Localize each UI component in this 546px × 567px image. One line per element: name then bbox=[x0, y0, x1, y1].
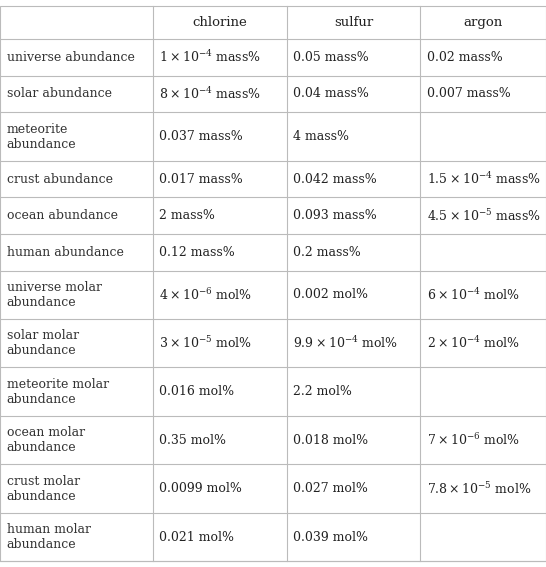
Text: 2.2 mol%: 2.2 mol% bbox=[293, 385, 352, 398]
Text: solar abundance: solar abundance bbox=[7, 87, 111, 100]
Text: 0.021 mol%: 0.021 mol% bbox=[159, 531, 234, 544]
Text: 4 mass%: 4 mass% bbox=[293, 130, 349, 143]
Text: 0.042 mass%: 0.042 mass% bbox=[293, 172, 377, 185]
Text: $2\times10^{-4}$ mol%: $2\times10^{-4}$ mol% bbox=[427, 335, 520, 351]
Text: $3\times10^{-5}$ mol%: $3\times10^{-5}$ mol% bbox=[159, 335, 252, 351]
Text: $7\times10^{-6}$ mol%: $7\times10^{-6}$ mol% bbox=[427, 432, 520, 448]
Text: 0.018 mol%: 0.018 mol% bbox=[293, 434, 369, 447]
Text: 0.02 mass%: 0.02 mass% bbox=[427, 51, 503, 64]
Text: meteorite
abundance: meteorite abundance bbox=[7, 122, 76, 150]
Text: $1\times10^{-4}$ mass%: $1\times10^{-4}$ mass% bbox=[159, 49, 261, 65]
Text: $7.8\times10^{-5}$ mol%: $7.8\times10^{-5}$ mol% bbox=[427, 481, 531, 497]
Text: 0.027 mol%: 0.027 mol% bbox=[293, 482, 368, 495]
Text: 0.2 mass%: 0.2 mass% bbox=[293, 246, 361, 259]
Text: chlorine: chlorine bbox=[192, 16, 247, 29]
Text: human molar
abundance: human molar abundance bbox=[7, 523, 91, 551]
Text: 0.017 mass%: 0.017 mass% bbox=[159, 172, 243, 185]
Text: crust molar
abundance: crust molar abundance bbox=[7, 475, 80, 502]
Text: 0.039 mol%: 0.039 mol% bbox=[293, 531, 368, 544]
Text: $6\times10^{-4}$ mol%: $6\times10^{-4}$ mol% bbox=[427, 287, 520, 303]
Text: 0.037 mass%: 0.037 mass% bbox=[159, 130, 243, 143]
Text: 0.093 mass%: 0.093 mass% bbox=[293, 209, 377, 222]
Text: 0.35 mol%: 0.35 mol% bbox=[159, 434, 227, 447]
Text: ocean abundance: ocean abundance bbox=[7, 209, 117, 222]
Text: meteorite molar
abundance: meteorite molar abundance bbox=[7, 378, 109, 406]
Text: 0.002 mol%: 0.002 mol% bbox=[293, 288, 368, 301]
Text: 0.05 mass%: 0.05 mass% bbox=[293, 51, 369, 64]
Text: 0.12 mass%: 0.12 mass% bbox=[159, 246, 235, 259]
Text: solar molar
abundance: solar molar abundance bbox=[7, 329, 79, 357]
Text: universe molar
abundance: universe molar abundance bbox=[7, 281, 102, 309]
Text: $8\times10^{-4}$ mass%: $8\times10^{-4}$ mass% bbox=[159, 86, 261, 102]
Text: 2 mass%: 2 mass% bbox=[159, 209, 215, 222]
Text: crust abundance: crust abundance bbox=[7, 172, 112, 185]
Text: $4\times10^{-6}$ mol%: $4\times10^{-6}$ mol% bbox=[159, 287, 252, 303]
Text: ocean molar
abundance: ocean molar abundance bbox=[7, 426, 85, 454]
Text: 0.0099 mol%: 0.0099 mol% bbox=[159, 482, 242, 495]
Text: $1.5\times10^{-4}$ mass%: $1.5\times10^{-4}$ mass% bbox=[427, 171, 541, 187]
Text: $4.5\times10^{-5}$ mass%: $4.5\times10^{-5}$ mass% bbox=[427, 208, 541, 223]
Text: 0.016 mol%: 0.016 mol% bbox=[159, 385, 235, 398]
Text: 0.007 mass%: 0.007 mass% bbox=[427, 87, 511, 100]
Text: 0.04 mass%: 0.04 mass% bbox=[293, 87, 369, 100]
Text: $9.9\times10^{-4}$ mol%: $9.9\times10^{-4}$ mol% bbox=[293, 335, 398, 351]
Text: universe abundance: universe abundance bbox=[7, 51, 134, 64]
Text: argon: argon bbox=[464, 16, 503, 29]
Text: human abundance: human abundance bbox=[7, 246, 123, 259]
Text: sulfur: sulfur bbox=[334, 16, 373, 29]
